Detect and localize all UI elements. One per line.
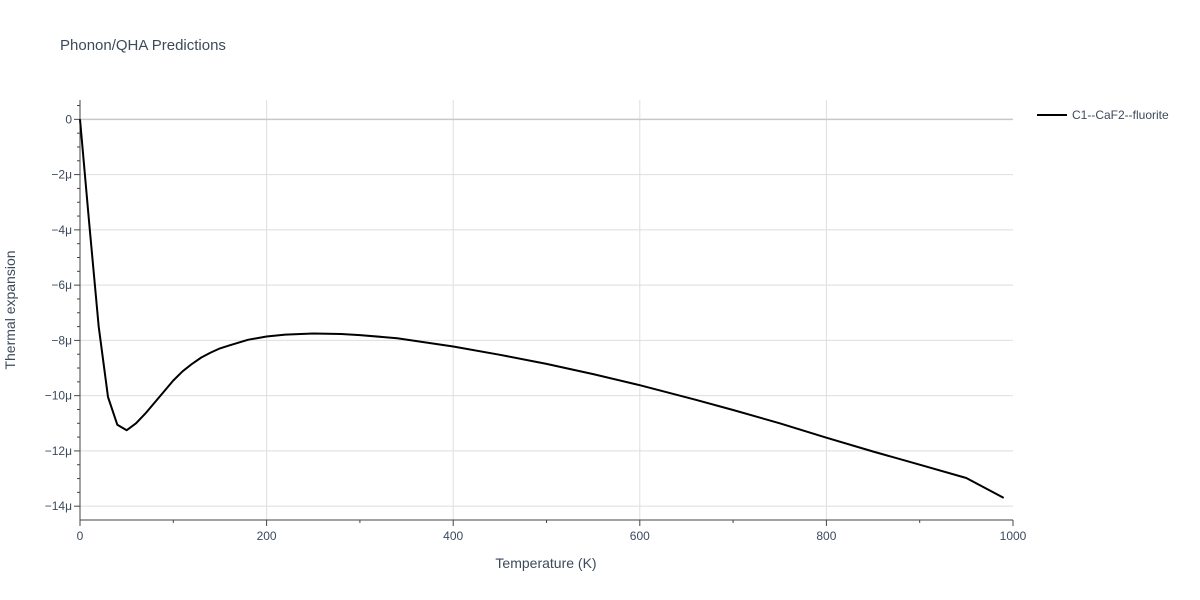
y-axis-title: Thermal expansion xyxy=(2,250,18,369)
y-tick-label: −8μ xyxy=(51,333,72,347)
y-tick-label: 0 xyxy=(65,112,72,126)
x-tick-label: 400 xyxy=(443,529,463,543)
legend-item-label: C1--CaF2--fluorite xyxy=(1072,108,1169,122)
x-axis-title: Temperature (K) xyxy=(495,555,596,571)
x-tick-label: 1000 xyxy=(1000,529,1027,543)
legend[interactable]: C1--CaF2--fluorite xyxy=(1037,108,1169,122)
axes xyxy=(74,100,1014,526)
gridlines xyxy=(80,100,1013,520)
y-tick-label: −10μ xyxy=(45,389,72,403)
y-axis-ticks: 0 −2μ −4μ −6μ −8μ −10μ −12μ −14μ xyxy=(45,112,73,513)
x-axis-ticks: 0 200 400 600 800 1000 xyxy=(77,529,1027,543)
y-tick-label: −12μ xyxy=(45,444,72,458)
series-layer xyxy=(79,119,1005,499)
x-tick-label: 200 xyxy=(257,529,277,543)
x-tick-label: 0 xyxy=(77,529,84,543)
y-tick-label: −4μ xyxy=(51,223,72,237)
x-tick-label: 800 xyxy=(816,529,836,543)
y-tick-label: −6μ xyxy=(51,278,72,292)
series-line xyxy=(79,119,1005,499)
y-tick-label: −2μ xyxy=(51,168,72,182)
x-tick-label: 600 xyxy=(630,529,650,543)
chart-title: Phonon/QHA Predictions xyxy=(60,37,226,54)
y-tick-label: −14μ xyxy=(45,499,72,513)
